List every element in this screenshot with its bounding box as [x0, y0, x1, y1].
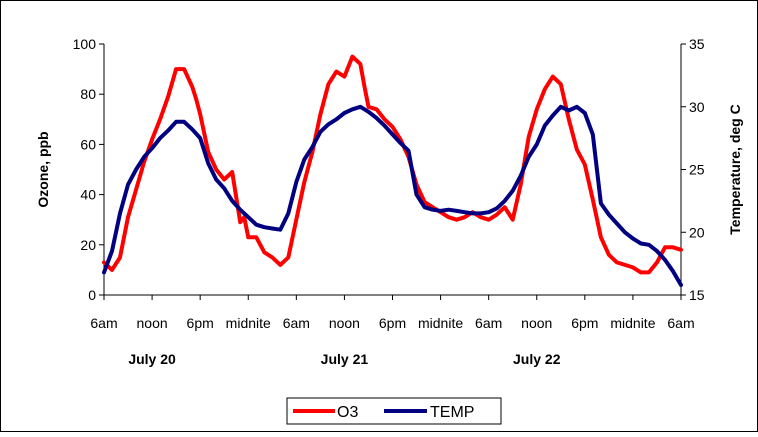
y-axis-title-left: Ozone, ppb: [35, 131, 51, 207]
x-tick-label: 6pm: [187, 315, 214, 331]
x-tick-label: noon: [137, 315, 168, 331]
legend-label-temp: TEMP: [430, 404, 474, 421]
y-left-tick-label: 60: [80, 136, 96, 152]
axes-layer: [99, 43, 686, 300]
legend: O3 TEMP: [286, 397, 502, 425]
legend-label-o3: O3: [337, 404, 358, 421]
y-right-tick-label: 20: [689, 224, 705, 240]
x-tick-label: midnite: [418, 315, 463, 331]
x-tick-label: 6am: [283, 315, 310, 331]
y-right-tick-label: 30: [689, 99, 705, 115]
x-tick-label: noon: [521, 315, 552, 331]
y-left-tick-label: 0: [88, 287, 96, 303]
day-label: July 20: [128, 351, 176, 367]
y-left-tick-label: 80: [80, 86, 96, 102]
y-right-tick-label: 35: [689, 36, 705, 52]
labels-layer: 0 20 40 60 80 100 15 20 25 30 35 6am noon 6pm midnite 6…: [35, 36, 743, 367]
y-right-tick-label: 25: [689, 162, 705, 178]
x-tick-label: midnite: [610, 315, 655, 331]
y-left-tick-label: 20: [80, 237, 96, 253]
x-tick-label: noon: [329, 315, 360, 331]
day-label: July 21: [321, 351, 369, 367]
series-layer: [102, 54, 683, 287]
x-tick-label: 6am: [667, 315, 694, 331]
x-tick-label: 6pm: [571, 315, 598, 331]
series-line-o3: [102, 54, 683, 275]
x-tick-label: 6am: [90, 315, 117, 331]
y-left-tick-label: 40: [80, 187, 96, 203]
y-right-tick-label: 15: [689, 287, 705, 303]
series-line-temp: [102, 104, 683, 287]
x-tick-label: 6am: [475, 315, 502, 331]
day-label: July 22: [513, 351, 561, 367]
y-left-tick-label: 100: [73, 36, 97, 52]
y-axis-title-right: Temperature, deg C: [727, 104, 743, 234]
x-tick-label: midnite: [226, 315, 271, 331]
x-tick-label: 6pm: [379, 315, 406, 331]
